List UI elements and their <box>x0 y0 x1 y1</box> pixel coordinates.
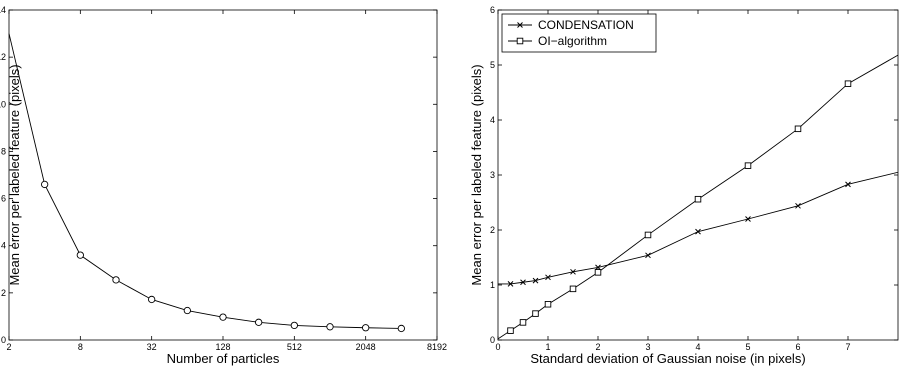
data-point <box>845 181 851 188</box>
data-point <box>569 285 577 293</box>
y-tick-label: 6 <box>490 5 495 15</box>
x-tick-label: 2048 <box>356 342 376 352</box>
data-point <box>645 252 651 259</box>
data-point <box>694 195 702 203</box>
data-point <box>695 228 701 235</box>
data-point <box>532 277 539 284</box>
data-point <box>112 276 120 284</box>
data-point <box>794 125 802 133</box>
series-line <box>498 171 899 285</box>
left-chart: 28321285122048819202468101214Number of p… <box>0 5 447 366</box>
x-tick-label: 3 <box>645 342 650 352</box>
data-point <box>326 323 334 331</box>
y-tick-label: 4 <box>490 115 495 125</box>
x-tick-label: 512 <box>287 342 302 352</box>
legend: CONDENSATION OI−algorithm <box>501 13 657 53</box>
series-0 <box>8 33 405 333</box>
data-point <box>290 321 298 330</box>
y-tick-label: 10 <box>0 99 6 109</box>
y-axis-label: Mean error per labeled feature (pixels) <box>7 64 22 285</box>
data-point <box>183 306 191 315</box>
data-point <box>594 269 602 276</box>
data-point <box>570 268 576 275</box>
x-tick-label: 8 <box>78 342 83 352</box>
data-point <box>362 324 370 332</box>
plot-frame <box>8 9 438 341</box>
y-axis-label: Mean error per labeled feature (pixels) <box>469 64 484 285</box>
series-0 <box>498 171 899 287</box>
legend-marker <box>516 37 524 45</box>
y-tick-label: 14 <box>0 5 6 15</box>
y-tick-label: 6 <box>1 194 6 204</box>
data-point <box>745 216 751 222</box>
data-point <box>148 295 156 304</box>
x-axis-label: Standard deviation of Gaussian noise (in… <box>530 351 805 366</box>
data-point <box>507 327 514 334</box>
series-line <box>8 33 402 329</box>
y-tick-label: 8 <box>1 146 6 156</box>
y-tick-label: 0 <box>1 335 6 345</box>
data-point <box>744 162 752 169</box>
x-tick-label: 8192 <box>427 342 447 352</box>
y-tick-label: 12 <box>0 52 6 62</box>
x-tick-label: 0 <box>495 342 500 352</box>
x-tick-label: 4 <box>695 342 700 352</box>
data-point <box>41 180 49 189</box>
legend-marker <box>517 22 523 28</box>
x-tick-label: 2 <box>6 342 11 352</box>
data-point <box>219 313 227 321</box>
x-tick-label: 2 <box>595 342 600 352</box>
x-tick-label: 7 <box>845 342 850 352</box>
y-tick-label: 2 <box>490 225 495 235</box>
data-point <box>397 324 405 333</box>
data-point <box>545 274 551 281</box>
y-tick-label: 1 <box>490 280 495 290</box>
data-point <box>519 319 527 326</box>
data-point <box>544 301 552 308</box>
data-point <box>76 251 84 259</box>
legend-label: OI−algorithm <box>538 34 607 48</box>
data-point <box>255 318 263 326</box>
x-tick-label: 6 <box>795 342 800 352</box>
data-point <box>595 264 601 271</box>
y-tick-label: 3 <box>490 170 495 180</box>
data-point <box>532 310 539 317</box>
plot-frame <box>497 9 899 341</box>
legend-box <box>501 13 657 53</box>
data-point <box>644 231 652 239</box>
data-point <box>844 80 852 87</box>
x-tick-label: 5 <box>745 342 750 352</box>
data-point <box>520 279 526 286</box>
x-tick-label: 1 <box>545 342 550 352</box>
y-tick-label: 0 <box>490 335 495 345</box>
series-1 <box>497 54 899 340</box>
legend-label: CONDENSATION <box>538 18 634 32</box>
data-point <box>507 281 514 287</box>
x-tick-label: 128 <box>215 342 230 352</box>
x-tick-label: 32 <box>147 342 157 352</box>
x-axis-label: Number of particles <box>167 351 280 366</box>
y-tick-label: 2 <box>1 288 6 298</box>
y-tick-label: 4 <box>1 241 6 251</box>
data-point <box>795 202 801 209</box>
y-tick-label: 5 <box>490 60 495 70</box>
